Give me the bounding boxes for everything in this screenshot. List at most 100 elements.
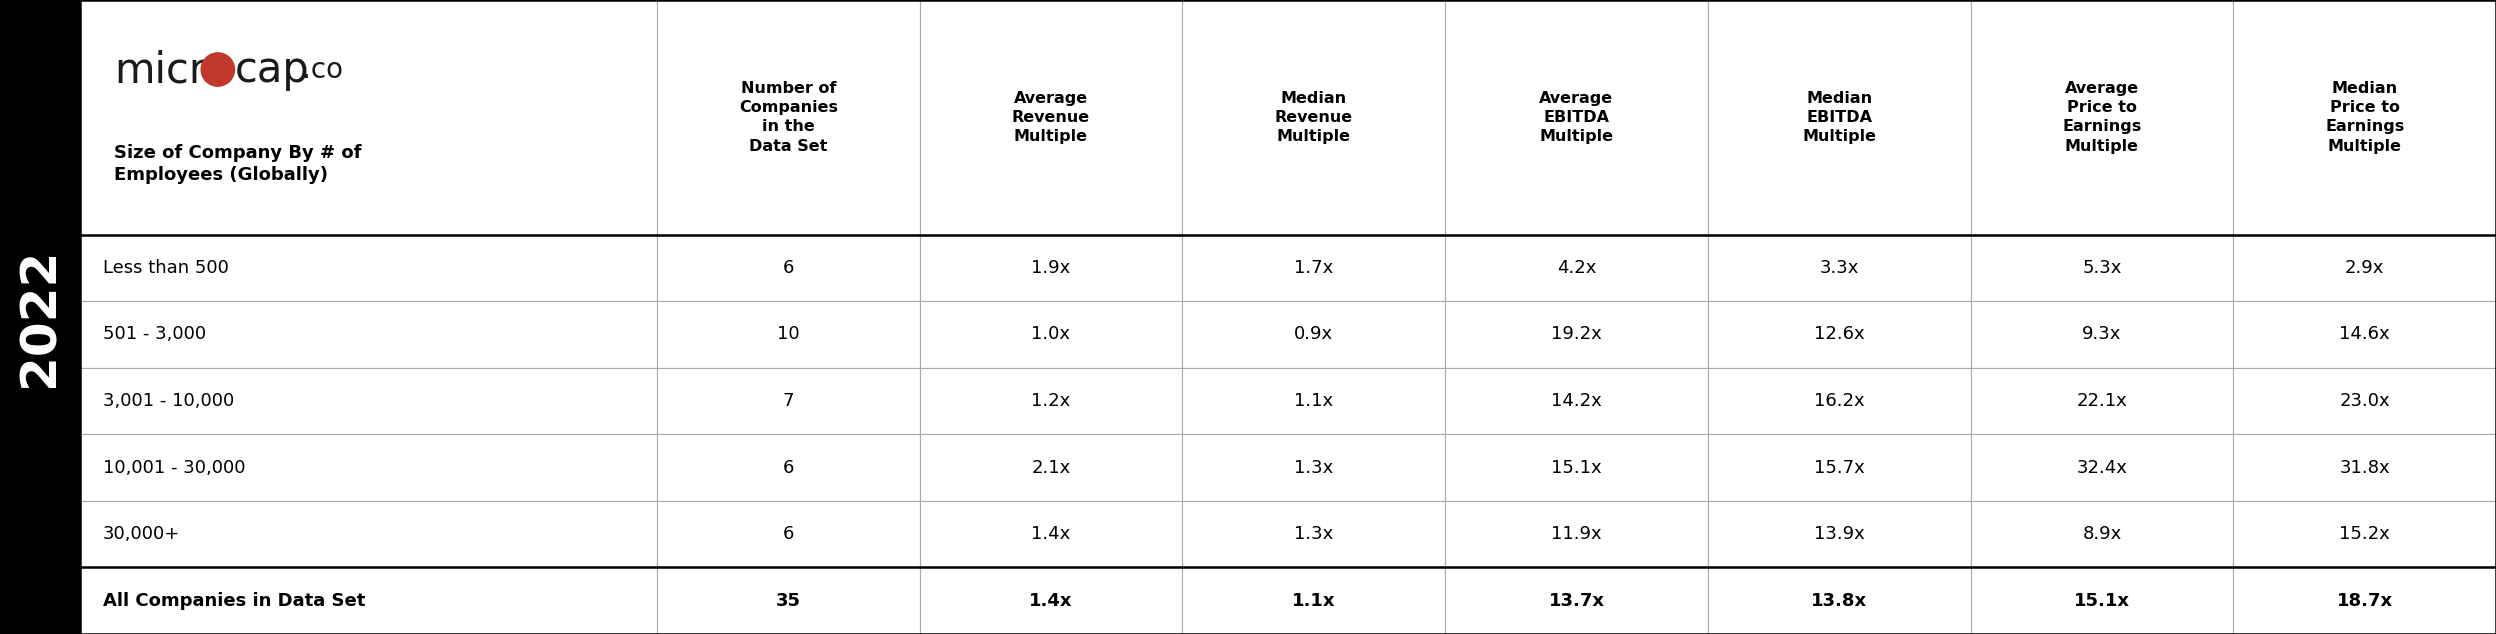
Text: 1.9x: 1.9x xyxy=(1031,259,1071,277)
Text: 3,001 - 10,000: 3,001 - 10,000 xyxy=(102,392,235,410)
Text: 2022: 2022 xyxy=(15,247,65,387)
Text: 32.4x: 32.4x xyxy=(2077,458,2127,477)
Text: 1.7x: 1.7x xyxy=(1293,259,1333,277)
Text: 14.2x: 14.2x xyxy=(1550,392,1602,410)
Bar xyxy=(919,368,1183,434)
Text: 1.1x: 1.1x xyxy=(1293,392,1333,410)
Text: Median
Revenue
Multiple: Median Revenue Multiple xyxy=(1275,91,1353,144)
Text: 13.8x: 13.8x xyxy=(1812,592,1867,610)
Text: 15.2x: 15.2x xyxy=(2339,525,2391,543)
Circle shape xyxy=(202,53,235,86)
Text: All Companies in Data Set: All Companies in Data Set xyxy=(102,592,364,610)
Bar xyxy=(919,434,1183,501)
Bar xyxy=(919,567,1183,634)
Bar xyxy=(1445,567,1707,634)
Bar xyxy=(1445,368,1707,434)
Text: 1.0x: 1.0x xyxy=(1031,325,1071,344)
Bar xyxy=(656,301,919,368)
Text: 7: 7 xyxy=(784,392,794,410)
Bar xyxy=(656,235,919,301)
Text: 4.2x: 4.2x xyxy=(1558,259,1595,277)
Text: 15.1x: 15.1x xyxy=(2074,592,2129,610)
Text: 22.1x: 22.1x xyxy=(2077,392,2127,410)
Bar xyxy=(656,368,919,434)
Bar xyxy=(1969,434,2234,501)
Text: 1.3x: 1.3x xyxy=(1293,525,1333,543)
Bar xyxy=(2234,567,2496,634)
Text: Average
EBITDA
Multiple: Average EBITDA Multiple xyxy=(1540,91,1612,144)
Bar xyxy=(2234,301,2496,368)
Text: 14.6x: 14.6x xyxy=(2339,325,2391,344)
Text: 1.4x: 1.4x xyxy=(1031,525,1071,543)
Bar xyxy=(1707,368,1969,434)
Text: 1.4x: 1.4x xyxy=(1028,592,1073,610)
Text: 3.3x: 3.3x xyxy=(1820,259,1860,277)
Bar xyxy=(1969,501,2234,567)
Text: 35: 35 xyxy=(776,592,801,610)
Text: 18.7x: 18.7x xyxy=(2336,592,2394,610)
Bar xyxy=(1707,0,1969,235)
Text: micr: micr xyxy=(115,49,207,91)
Bar xyxy=(919,501,1183,567)
Text: 11.9x: 11.9x xyxy=(1550,525,1602,543)
Text: 10,001 - 30,000: 10,001 - 30,000 xyxy=(102,458,245,477)
Bar xyxy=(1969,0,2234,235)
Text: 16.2x: 16.2x xyxy=(1815,392,1865,410)
Bar xyxy=(1707,434,1969,501)
Bar xyxy=(1183,301,1445,368)
Bar xyxy=(0,0,80,634)
Text: 2.9x: 2.9x xyxy=(2344,259,2384,277)
Bar xyxy=(1183,0,1445,235)
Text: Average
Revenue
Multiple: Average Revenue Multiple xyxy=(1011,91,1091,144)
Bar xyxy=(80,434,656,501)
Text: 1.1x: 1.1x xyxy=(1293,592,1335,610)
Text: .co: .co xyxy=(302,56,342,84)
Bar xyxy=(2234,501,2496,567)
Bar xyxy=(1969,567,2234,634)
Bar xyxy=(2234,434,2496,501)
Bar xyxy=(1183,235,1445,301)
Text: 15.1x: 15.1x xyxy=(1550,458,1602,477)
Bar xyxy=(919,301,1183,368)
Text: cap: cap xyxy=(235,49,310,91)
Bar xyxy=(1445,434,1707,501)
Text: 15.7x: 15.7x xyxy=(1815,458,1865,477)
Text: 19.2x: 19.2x xyxy=(1550,325,1602,344)
Text: 9.3x: 9.3x xyxy=(2082,325,2122,344)
Text: 8.9x: 8.9x xyxy=(2082,525,2122,543)
Bar xyxy=(1445,301,1707,368)
Bar xyxy=(80,501,656,567)
Bar xyxy=(1183,501,1445,567)
Bar xyxy=(919,0,1183,235)
Text: Median
Price to
Earnings
Multiple: Median Price to Earnings Multiple xyxy=(2324,81,2404,153)
Text: 12.6x: 12.6x xyxy=(1815,325,1865,344)
Text: Average
Price to
Earnings
Multiple: Average Price to Earnings Multiple xyxy=(2062,81,2142,153)
Text: 5.3x: 5.3x xyxy=(2082,259,2122,277)
Text: Less than 500: Less than 500 xyxy=(102,259,230,277)
Bar xyxy=(1969,301,2234,368)
Bar xyxy=(80,301,656,368)
Bar xyxy=(1707,235,1969,301)
Text: 10: 10 xyxy=(776,325,799,344)
Bar xyxy=(1969,368,2234,434)
Text: 31.8x: 31.8x xyxy=(2339,458,2391,477)
Bar xyxy=(656,501,919,567)
Text: 23.0x: 23.0x xyxy=(2339,392,2391,410)
Bar xyxy=(1183,368,1445,434)
Bar xyxy=(656,0,919,235)
Text: 13.7x: 13.7x xyxy=(1548,592,1605,610)
Text: 501 - 3,000: 501 - 3,000 xyxy=(102,325,207,344)
Bar xyxy=(1445,0,1707,235)
Bar xyxy=(1183,567,1445,634)
Bar xyxy=(1707,501,1969,567)
Bar xyxy=(919,235,1183,301)
Text: 13.9x: 13.9x xyxy=(1815,525,1865,543)
Text: 2.1x: 2.1x xyxy=(1031,458,1071,477)
Bar xyxy=(2234,368,2496,434)
Text: 0.9x: 0.9x xyxy=(1293,325,1333,344)
Bar xyxy=(1707,567,1969,634)
Bar xyxy=(1445,235,1707,301)
Bar xyxy=(2234,235,2496,301)
Bar xyxy=(80,567,656,634)
Text: 30,000+: 30,000+ xyxy=(102,525,180,543)
